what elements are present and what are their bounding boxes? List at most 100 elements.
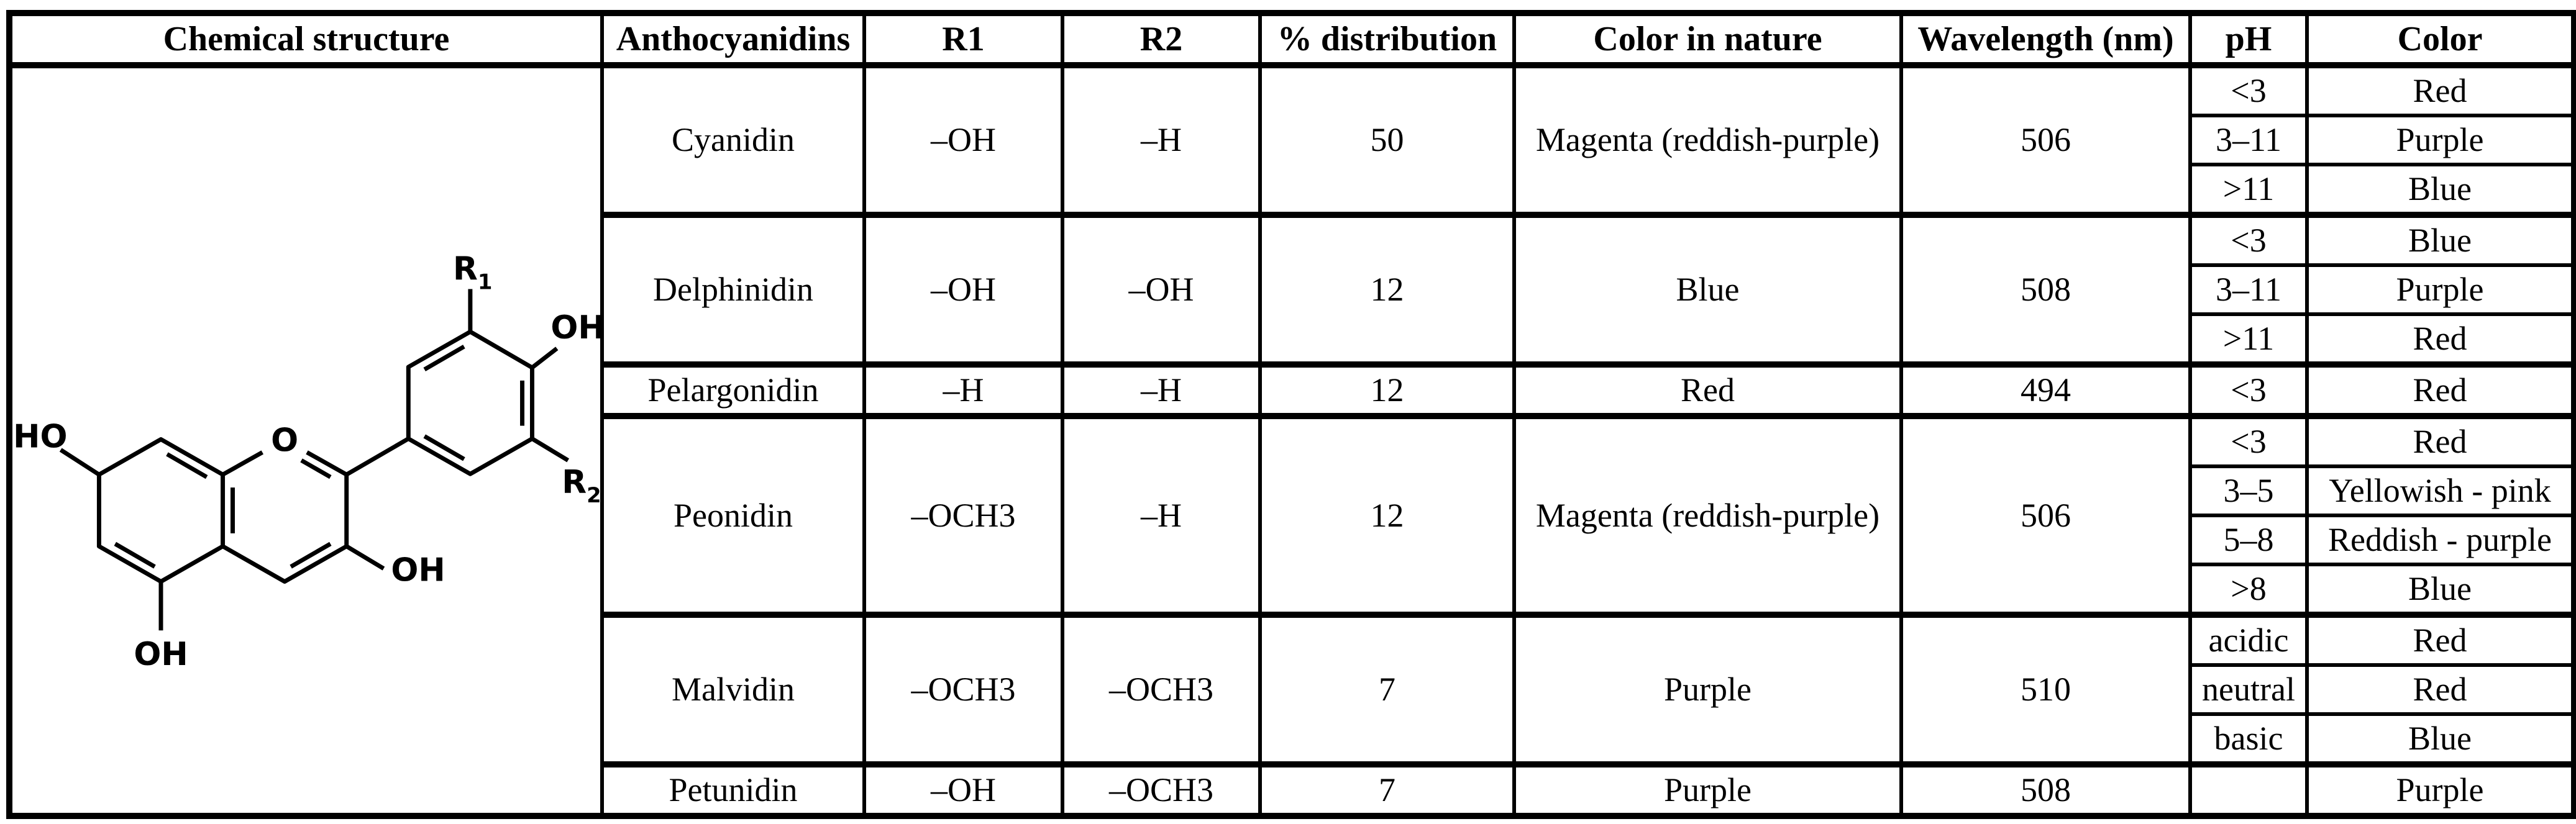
table-row: 5–8 Reddish - purple (9, 514, 2576, 566)
color-in-nature-value: Magenta (reddish-purple) (1512, 62, 1903, 217)
a-ring-bond (96, 437, 226, 584)
b-ring-bond (406, 329, 534, 476)
header-r2: R2 (1061, 11, 1262, 68)
anthocyanidin-name: Cyanidin (600, 62, 866, 217)
r1-subscript: 1 (478, 270, 493, 294)
chemical-structure-cell: HO O OH OH OH R 1 R 2 (7, 62, 604, 818)
wavelength-value: 506 (1899, 62, 2192, 217)
anthocyanidin-name: Malvidin (600, 612, 866, 766)
r2-value: –H (1061, 413, 1262, 617)
r2-subscript: 2 (587, 483, 600, 507)
ph-color-value: Blue (2305, 563, 2576, 617)
wavelength-value: 508 (1899, 761, 2192, 818)
r2-value: –OH (1061, 212, 1262, 366)
r1-value: –H (862, 361, 1064, 418)
table-row: HO O OH OH OH R 1 R 2 Cyanidin –OH –H 50… (7, 62, 2576, 818)
ph-value: neutral (2188, 663, 2309, 716)
color-in-nature-value: Magenta (reddish-purple) (1512, 413, 1903, 617)
r2-value: –OCH3 (1061, 761, 1262, 818)
ph-value: >11 (2188, 163, 2309, 217)
r2-bond (531, 437, 570, 463)
ring-oxygen-label: O (271, 422, 298, 459)
ph-color-value: Red (2305, 361, 2576, 418)
table-row: neutral Red (9, 663, 2576, 716)
anthocyanidin-name: Pelargonidin (600, 361, 866, 418)
ph-color-value: Purple (2305, 263, 2576, 316)
table-row: Delphinidin –OH –OH 12 Blue 508 <3 Blue (9, 212, 2576, 366)
header-row: Chemical structure Anthocyanidins R1 R2 … (7, 11, 2576, 68)
distribution-value: 12 (1258, 212, 1516, 366)
ph-color-value: Blue (2305, 712, 2576, 766)
ph-color-value: Red (2305, 612, 2576, 667)
ph-value: <3 (2188, 361, 2309, 418)
ph-color-value: Red (2305, 413, 2576, 468)
ho-bond (59, 448, 101, 477)
header-ph: pH (2188, 11, 2309, 68)
table-row: Peonidin –OCH3 –H 12 Magenta (reddish-pu… (9, 413, 2576, 617)
ph-value: 3–11 (2188, 263, 2309, 316)
color-in-nature-value: Purple (1512, 612, 1903, 766)
c3-oh-label: OH (391, 552, 445, 589)
r1-group-label: R (453, 251, 478, 288)
r1-value: –OCH3 (862, 413, 1064, 617)
table-row: Malvidin –OCH3 –OCH3 7 Purple 510 acidic… (9, 612, 2576, 766)
ph-value: >11 (2188, 312, 2309, 366)
distribution-value: 12 (1258, 413, 1516, 617)
ph-color-value: Purple (2305, 761, 2576, 818)
table-row: 3–11 Purple (9, 263, 2576, 316)
ph-value: 3–5 (2188, 464, 2309, 517)
distribution-value: 7 (1258, 612, 1516, 766)
r2-value: –H (1061, 62, 1262, 217)
distribution-value: 12 (1258, 361, 1516, 418)
ph-color-value: Blue (2305, 163, 2576, 217)
wavelength-value: 510 (1899, 612, 2192, 766)
c2-phenyl-bond (345, 437, 410, 477)
ph-value: <3 (2188, 212, 2309, 267)
ph-value: <3 (2188, 62, 2309, 117)
ph-value: acidic (2188, 612, 2309, 667)
ph-color-value: Blue (2305, 212, 2576, 267)
header-color-in-nature: Color in nature (1512, 11, 1903, 68)
anthocyanidin-name: Delphinidin (600, 212, 866, 366)
ph-color-value: Red (2305, 312, 2576, 366)
table-row: 3–5 Yellowish - pink (9, 464, 2576, 517)
ph-color-value: Reddish - purple (2305, 514, 2576, 566)
r1-value: –OCH3 (862, 612, 1064, 766)
color-in-nature-value: Red (1512, 361, 1903, 418)
color-in-nature-value: Blue (1512, 212, 1903, 366)
wavelength-value: 494 (1899, 361, 2192, 418)
ph-color-value: Yellowish - pink (2305, 464, 2576, 517)
wavelength-value: 506 (1899, 413, 2192, 617)
c3-oh-bond (345, 544, 385, 571)
table-row: >11 Red (9, 312, 2576, 366)
anthocyanidin-name: Peonidin (600, 413, 866, 617)
ph-value (2188, 761, 2309, 818)
b-oh-bond (531, 346, 559, 369)
double-bond-lines (114, 345, 525, 569)
ph-color-value: Red (2305, 62, 2576, 117)
header-anthocyanidins: Anthocyanidins (600, 11, 866, 68)
ph-value: basic (2188, 712, 2309, 766)
header-color: Color (2305, 11, 2576, 68)
header-r1: R1 (862, 11, 1064, 68)
table-row: >11 Blue (9, 163, 2576, 217)
distribution-value: 7 (1258, 761, 1516, 818)
ph-value: 5–8 (2188, 514, 2309, 566)
ph-value: >8 (2188, 563, 2309, 617)
r1-value: –OH (862, 761, 1064, 818)
c5-oh-label: OH (134, 636, 188, 673)
r1-value: –OH (862, 62, 1064, 217)
header-chemical-structure: Chemical structure (7, 11, 604, 68)
b-ring-oh-label: OH (550, 309, 600, 346)
r2-value: –OCH3 (1061, 612, 1262, 766)
header-wavelength: Wavelength (nm) (1899, 11, 2192, 68)
table-row: Pelargonidin –H –H 12 Red 494 <3 Red (9, 361, 2576, 418)
flavylium-structure-drawing: HO O OH OH OH R 1 R 2 (13, 251, 600, 673)
ph-value: 3–11 (2188, 114, 2309, 166)
table-row: >8 Blue (9, 563, 2576, 617)
c-ring-bond (221, 450, 349, 584)
color-in-nature-value: Purple (1512, 761, 1903, 818)
ph-color-value: Purple (2305, 114, 2576, 166)
table-row: 3–11 Purple (9, 114, 2576, 166)
